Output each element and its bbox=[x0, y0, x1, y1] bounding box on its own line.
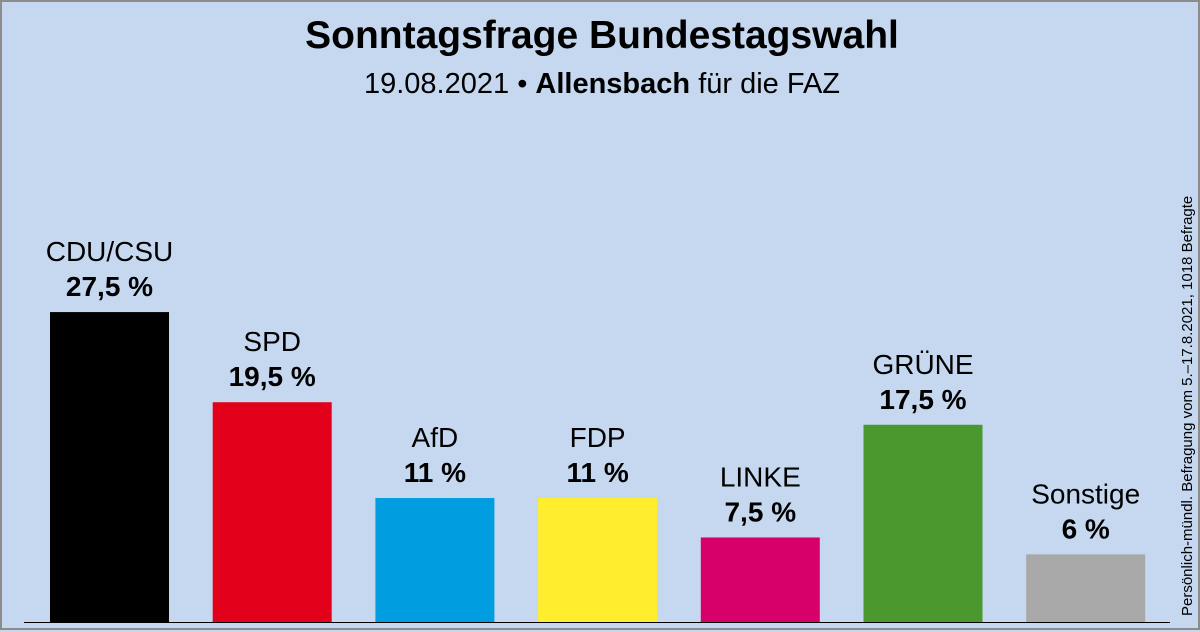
chart-title: Sonntagsfrage Bundestagswahl bbox=[305, 14, 899, 57]
value-label-2: 11 % bbox=[404, 457, 466, 488]
category-label-2: AfD bbox=[412, 422, 459, 453]
value-label-5: 17,5 % bbox=[879, 384, 966, 415]
category-label-0: CDU/CSU bbox=[46, 236, 174, 267]
value-label-0: 27,5 % bbox=[66, 271, 153, 302]
bar-2 bbox=[375, 498, 495, 622]
value-label-6: 6 % bbox=[1062, 513, 1110, 544]
value-label-3: 11 % bbox=[566, 457, 628, 488]
chart-subtitle: 19.08.2021 • Allensbach für die FAZ bbox=[2, 68, 1200, 101]
value-label-1: 19,5 % bbox=[229, 361, 316, 392]
bar-3 bbox=[538, 498, 658, 622]
category-label-6: Sonstige bbox=[1031, 478, 1140, 509]
bar-4 bbox=[700, 537, 820, 622]
category-label-1: SPD bbox=[243, 326, 301, 357]
category-label-3: FDP bbox=[570, 422, 626, 453]
subtitle-date: 19.08.2021 bbox=[363, 68, 510, 100]
bar-0 bbox=[50, 312, 169, 622]
value-label-4: 7,5 % bbox=[724, 496, 796, 527]
category-label-4: LINKE bbox=[720, 461, 801, 492]
subtitle-institute: Allensbach bbox=[535, 68, 691, 100]
bar-6 bbox=[1026, 554, 1146, 622]
category-label-5: GRÜNE bbox=[872, 349, 973, 380]
bar-1 bbox=[212, 402, 332, 622]
subtitle-client: für die FAZ bbox=[698, 68, 841, 100]
bar-5 bbox=[863, 424, 983, 622]
subtitle-bullet: • bbox=[517, 68, 528, 100]
